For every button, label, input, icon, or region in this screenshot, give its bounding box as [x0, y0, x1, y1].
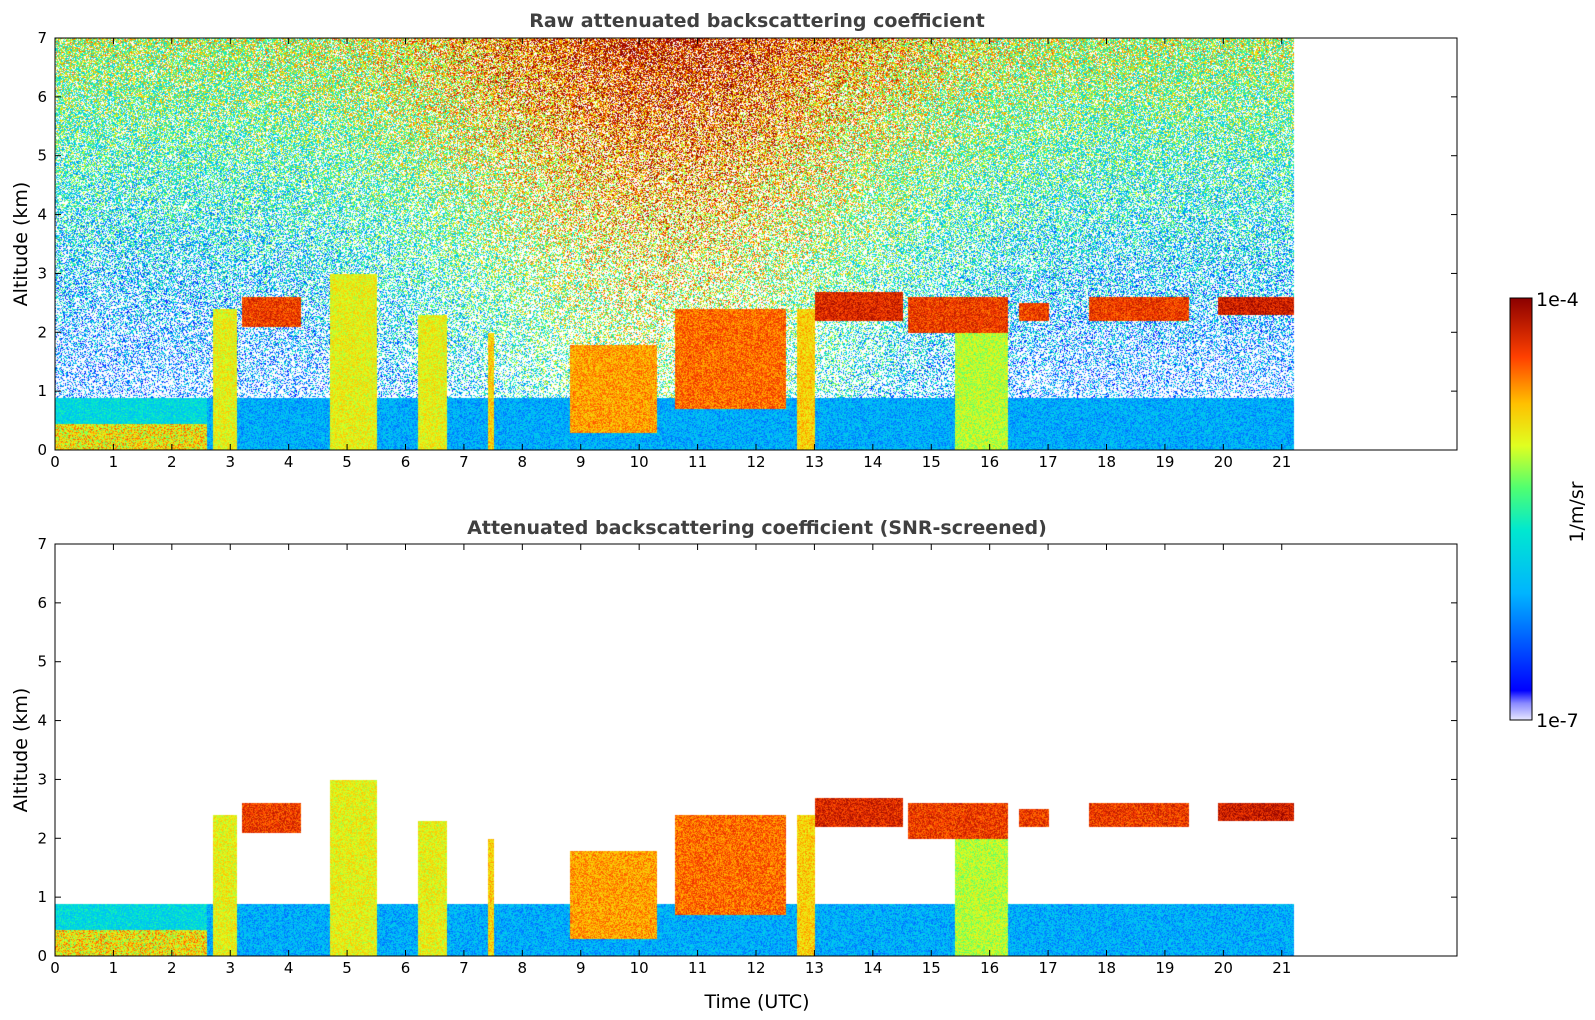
y-tick-label: 7 — [37, 29, 47, 47]
y-tick-label: 1 — [37, 888, 47, 906]
y-tick-label: 0 — [37, 947, 47, 965]
raw-panel: Raw attenuated backscattering coefficien… — [10, 10, 1458, 471]
y-tick-label: 3 — [37, 770, 47, 788]
x-tick-label: 12 — [746, 959, 765, 977]
x-tick-label: 17 — [1039, 453, 1058, 471]
x-tick-label: 7 — [459, 959, 469, 977]
x-tick-label: 15 — [922, 453, 941, 471]
x-tick-label: 21 — [1272, 959, 1291, 977]
x-tick-label: 16 — [980, 959, 999, 977]
x-tick-label: 18 — [1097, 959, 1116, 977]
x-tick-label: 19 — [1155, 453, 1174, 471]
y-tick-label: 4 — [37, 206, 47, 224]
x-tick-label: 14 — [863, 453, 882, 471]
x-tick-label: 2 — [167, 453, 177, 471]
x-tick-label: 13 — [805, 453, 824, 471]
raw-backscatter-heatmap — [55, 38, 1457, 450]
colorbar: 1e-4 1e-7 1/m/sr — [1509, 289, 1588, 732]
screened-panel: Attenuated backscattering coefficient (S… — [10, 517, 1458, 1013]
colorbar-unit-label: 1/m/sr — [1566, 481, 1588, 542]
x-tick-label: 8 — [518, 453, 528, 471]
x-tick-label: 5 — [342, 453, 352, 471]
x-tick-label: 1 — [109, 453, 119, 471]
y-tick-label: 2 — [37, 829, 47, 847]
x-tick-label: 7 — [459, 453, 469, 471]
x-tick-label: 13 — [805, 959, 824, 977]
colorbar-max-label: 1e-4 — [1536, 289, 1579, 311]
x-tick-label: 0 — [50, 453, 60, 471]
y-tick-label: 5 — [37, 147, 47, 165]
x-tick-label: 0 — [50, 959, 60, 977]
screened-y-axis-label: Altitude (km) — [10, 688, 32, 813]
x-tick-label: 10 — [630, 453, 649, 471]
x-tick-label: 9 — [576, 959, 586, 977]
x-tick-label: 14 — [863, 959, 882, 977]
raw-y-axis-label: Altitude (km) — [10, 182, 32, 307]
x-tick-label: 4 — [284, 453, 294, 471]
x-tick-label: 17 — [1039, 959, 1058, 977]
y-tick-label: 3 — [37, 264, 47, 282]
y-tick-label: 0 — [37, 441, 47, 459]
x-tick-label: 11 — [688, 453, 707, 471]
x-tick-label: 11 — [688, 959, 707, 977]
x-tick-label: 18 — [1097, 453, 1116, 471]
y-tick-label: 5 — [37, 653, 47, 671]
x-tick-label: 8 — [518, 959, 528, 977]
x-tick-label: 10 — [630, 959, 649, 977]
colorbar-min-label: 1e-7 — [1536, 710, 1579, 732]
x-tick-label: 15 — [922, 959, 941, 977]
x-axis-label: Time (UTC) — [703, 991, 809, 1013]
screened-axis-ticks: 0 1 2 3 4 5 6 7 8 9 10 11 12 13 14 15 16 17 18 19 20 21012345… — [37, 535, 1457, 977]
x-tick-label: 21 — [1272, 453, 1291, 471]
x-tick-label: 4 — [284, 959, 294, 977]
screened-panel-title: Attenuated backscattering coefficient (S… — [467, 517, 1047, 539]
y-tick-label: 7 — [37, 535, 47, 553]
x-tick-label: 1 — [109, 959, 119, 977]
raw-panel-title: Raw attenuated backscattering coefficien… — [529, 10, 985, 32]
x-tick-label: 6 — [401, 959, 411, 977]
y-tick-label: 6 — [37, 594, 47, 612]
x-tick-label: 9 — [576, 453, 586, 471]
y-tick-label: 4 — [37, 712, 47, 730]
y-tick-label: 6 — [37, 88, 47, 106]
x-tick-label: 3 — [225, 453, 235, 471]
raw-axis-ticks: 0 1 2 3 4 5 6 7 8 9 10 11 12 13 14 15 16 17 18 19 20 21012345… — [37, 29, 1457, 471]
x-tick-label: 2 — [167, 959, 177, 977]
x-tick-label: 5 — [342, 959, 352, 977]
x-tick-label: 20 — [1214, 959, 1233, 977]
x-tick-label: 3 — [225, 959, 235, 977]
x-tick-label: 6 — [401, 453, 411, 471]
x-tick-label: 19 — [1155, 959, 1174, 977]
screened-backscatter-heatmap — [55, 544, 1457, 956]
x-tick-label: 12 — [746, 453, 765, 471]
x-tick-label: 16 — [980, 453, 999, 471]
y-tick-label: 2 — [37, 323, 47, 341]
y-tick-label: 1 — [37, 382, 47, 400]
colorbar-gradient — [1509, 297, 1533, 721]
x-tick-label: 20 — [1214, 453, 1233, 471]
